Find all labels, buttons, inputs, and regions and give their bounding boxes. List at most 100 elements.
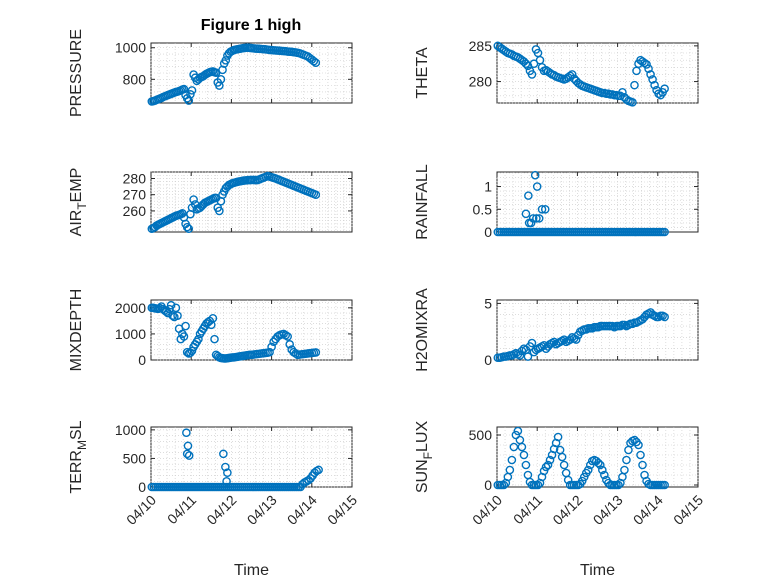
data-point [594, 458, 603, 468]
data-point [311, 348, 321, 357]
data-point [636, 450, 645, 460]
data-point [545, 455, 555, 465]
series-points [493, 426, 669, 490]
data-point [281, 330, 290, 340]
data-point [638, 460, 647, 470]
data-point [541, 462, 551, 472]
data-point [521, 460, 531, 470]
data-point [182, 449, 192, 459]
data-point [642, 60, 651, 69]
data-point [524, 218, 534, 228]
data-point [517, 442, 527, 452]
y-tick-label: 0 [138, 352, 146, 368]
y-tick-label: 285 [469, 38, 493, 54]
data-point [285, 340, 294, 349]
data-point [184, 224, 194, 234]
data-point [537, 204, 547, 214]
series-points [493, 308, 669, 363]
data-point [519, 450, 529, 460]
data-point [654, 89, 663, 99]
data-point [630, 80, 639, 90]
data-point [267, 342, 276, 352]
subplot-terr_msl: 0 500 1000 TERRMSL 04/10 04/11 04/12 04/13 04/14… [68, 420, 360, 579]
data-point [660, 84, 669, 94]
subplot-rainfall: 0 0.5 1 RAINFALL [414, 164, 699, 240]
series-points [493, 170, 669, 237]
data-point [559, 460, 569, 470]
x-tick-label: 04/10 [469, 492, 505, 528]
data-point [534, 214, 544, 223]
data-point [507, 455, 517, 465]
subplot-mixdepth: 0 1000 2000 MIXDEPTH [68, 289, 353, 371]
data-point [509, 442, 519, 452]
data-point [650, 80, 659, 90]
y-tick-label: 1 [484, 179, 492, 195]
y-tick-label: 1000 [115, 40, 146, 56]
y-axis-label: PRESSURE [68, 29, 85, 117]
x-tick-label: 04/13 [244, 492, 280, 528]
data-point [567, 70, 577, 79]
data-point [314, 465, 323, 475]
x-tick-label: 04/11 [510, 492, 546, 528]
subplot-sun_flux: 0 500 SUNFLUX 04/10 04/11 04/12 04/13 04/14 04/1… [414, 421, 706, 579]
data-point [559, 335, 569, 344]
data-point [182, 428, 191, 438]
data-point [517, 346, 527, 356]
x-tick-label: 04/11 [164, 492, 200, 528]
x-tick-label: 04/15 [670, 492, 706, 528]
data-point [189, 195, 198, 204]
grid-lines [496, 172, 699, 232]
data-point [283, 332, 292, 341]
x-axis-label: Time [234, 562, 269, 579]
x-tick-label: 04/12 [203, 492, 239, 528]
subplot-h2omixra: 0 5 H2OMIXRA [414, 288, 699, 372]
x-tick-label: 04/15 [324, 492, 360, 528]
data-point [182, 222, 192, 232]
data-point [596, 460, 605, 470]
data-point [577, 476, 587, 486]
y-tick-label: 500 [123, 450, 147, 466]
data-point [184, 451, 194, 460]
data-point [527, 338, 537, 348]
data-point [163, 308, 173, 318]
data-point [181, 321, 190, 331]
y-axis-label: TERRMSL [68, 420, 89, 493]
data-point [539, 466, 549, 476]
y-axis-label: AIRTEMP [68, 168, 89, 237]
series-points [147, 300, 321, 363]
data-point [499, 480, 509, 490]
y-tick-label: 1000 [115, 422, 146, 438]
data-point [571, 335, 581, 344]
data-point [222, 476, 231, 486]
data-point [216, 75, 226, 84]
series-points [493, 41, 669, 107]
y-tick-label: 280 [469, 74, 493, 90]
data-point [565, 335, 575, 344]
data-point [311, 58, 321, 68]
y-tick-label: 1000 [115, 326, 146, 342]
data-point [194, 334, 203, 344]
series-points [147, 171, 321, 234]
data-point [618, 87, 627, 97]
data-point [540, 204, 550, 214]
data-point [524, 191, 533, 200]
series-points [147, 428, 323, 492]
data-point [515, 351, 525, 360]
data-point [634, 440, 643, 450]
subplot-pressure: 800 1000 PRESSURE [68, 29, 353, 117]
y-tick-label: 0 [484, 224, 492, 240]
data-point [171, 303, 181, 313]
data-point [265, 347, 274, 357]
data-point [311, 190, 321, 200]
data-point [168, 311, 178, 320]
data-point [187, 86, 197, 95]
data-point [532, 214, 541, 223]
data-point [598, 465, 607, 475]
subplot-theta: 280 285 THETA [414, 38, 699, 107]
data-point [529, 59, 539, 69]
data-point [187, 346, 197, 356]
data-point [166, 300, 176, 310]
y-tick-label: 0 [484, 477, 492, 493]
